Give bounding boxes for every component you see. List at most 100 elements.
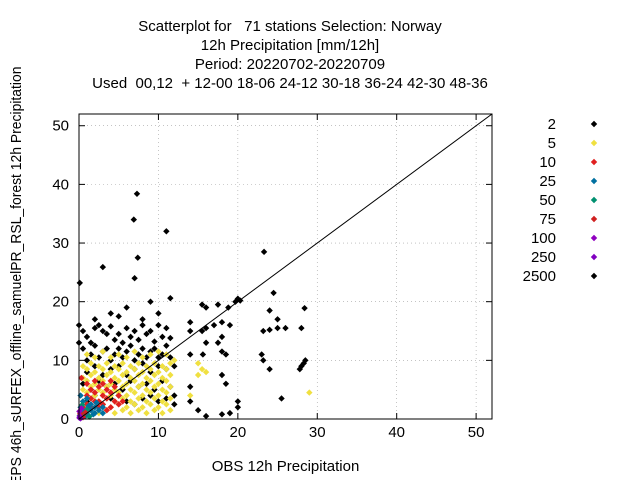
plot-frame	[78, 113, 493, 420]
data-point	[274, 324, 281, 332]
data-point	[119, 354, 126, 361]
data-point	[214, 301, 222, 308]
data-point	[147, 389, 154, 396]
data-point	[147, 298, 154, 305]
legend-marker-50	[590, 196, 598, 204]
data-point	[202, 304, 210, 311]
data-point	[91, 316, 99, 323]
data-point	[86, 413, 93, 420]
data-point	[210, 321, 218, 329]
data-point	[139, 345, 146, 352]
legend-label-250: 250	[531, 249, 556, 266]
data-point	[79, 327, 87, 335]
data-point	[131, 327, 138, 335]
data-point	[167, 371, 174, 379]
data-point	[222, 380, 230, 388]
data-point	[163, 324, 170, 332]
data-point	[218, 411, 226, 418]
data-point	[225, 304, 232, 311]
data-point	[202, 368, 210, 376]
data-point	[95, 383, 103, 390]
data-point	[186, 319, 194, 326]
data-point	[99, 263, 107, 271]
data-point	[266, 307, 273, 314]
data-point	[202, 412, 210, 420]
data-point	[147, 327, 154, 335]
data-point	[143, 380, 150, 388]
data-point	[115, 351, 122, 358]
data-point	[167, 334, 174, 342]
data-point	[151, 371, 158, 379]
legend-marker-75	[590, 215, 598, 223]
data-point	[115, 345, 122, 352]
data-point	[99, 392, 107, 399]
data-point	[115, 313, 122, 320]
data-point	[163, 401, 170, 408]
data-point	[139, 380, 146, 388]
data-point	[83, 351, 91, 358]
data-point	[151, 395, 158, 402]
data-point	[99, 348, 107, 355]
data-point	[234, 398, 242, 405]
data-point	[111, 336, 118, 344]
data-point	[103, 386, 110, 393]
data-point	[107, 354, 114, 361]
data-point	[147, 401, 154, 408]
legend-label-2: 2	[548, 116, 556, 133]
data-point	[87, 360, 95, 367]
data-point	[159, 386, 166, 393]
data-point	[147, 351, 154, 358]
data-point	[135, 351, 142, 358]
data-point	[218, 348, 226, 355]
legend-marker-100	[590, 234, 598, 242]
diagonal-line	[78, 113, 493, 420]
data-point	[99, 409, 107, 417]
data-point	[171, 401, 178, 408]
data-point	[115, 401, 122, 408]
data-point	[167, 360, 174, 367]
data-point	[270, 289, 277, 297]
data-point	[127, 409, 134, 417]
data-point	[87, 339, 95, 346]
legend-label-50: 50	[539, 192, 556, 209]
axis-ticks: 0 10 20 30 40 50 0 10 20 30 40 50	[52, 114, 492, 441]
data-point	[131, 401, 138, 408]
data-point	[119, 339, 126, 346]
data-point	[91, 342, 99, 349]
data-point	[155, 348, 162, 355]
data-point	[119, 360, 126, 367]
data-point	[78, 401, 86, 409]
data-point	[143, 409, 150, 417]
data-point	[107, 368, 114, 376]
data-point	[260, 327, 267, 335]
data-point	[139, 316, 146, 323]
data-point	[214, 339, 222, 346]
data-point	[159, 374, 166, 382]
data-point	[91, 368, 99, 376]
data-point	[143, 354, 150, 361]
data-points	[75, 190, 313, 422]
legend-marker-2	[590, 120, 598, 128]
data-point	[123, 398, 130, 405]
data-point	[103, 371, 110, 379]
data-point	[171, 357, 178, 364]
data-point	[83, 380, 91, 388]
data-point	[83, 333, 91, 341]
data-point	[159, 363, 166, 370]
data-point	[79, 380, 87, 388]
data-point	[260, 248, 268, 256]
data-point	[198, 301, 206, 308]
data-point	[103, 360, 110, 367]
data-point	[115, 377, 122, 385]
data-point	[131, 275, 138, 282]
data-point	[135, 407, 142, 414]
data-point	[143, 330, 150, 338]
legend-marker-25	[590, 177, 598, 185]
y-axis-label: MEPS 46h_sURFEX_offline_samuelPR_RSL_for…	[8, 67, 25, 480]
data-point	[218, 319, 226, 326]
data-point	[139, 404, 146, 411]
data-point	[127, 386, 134, 393]
data-point	[77, 392, 84, 399]
